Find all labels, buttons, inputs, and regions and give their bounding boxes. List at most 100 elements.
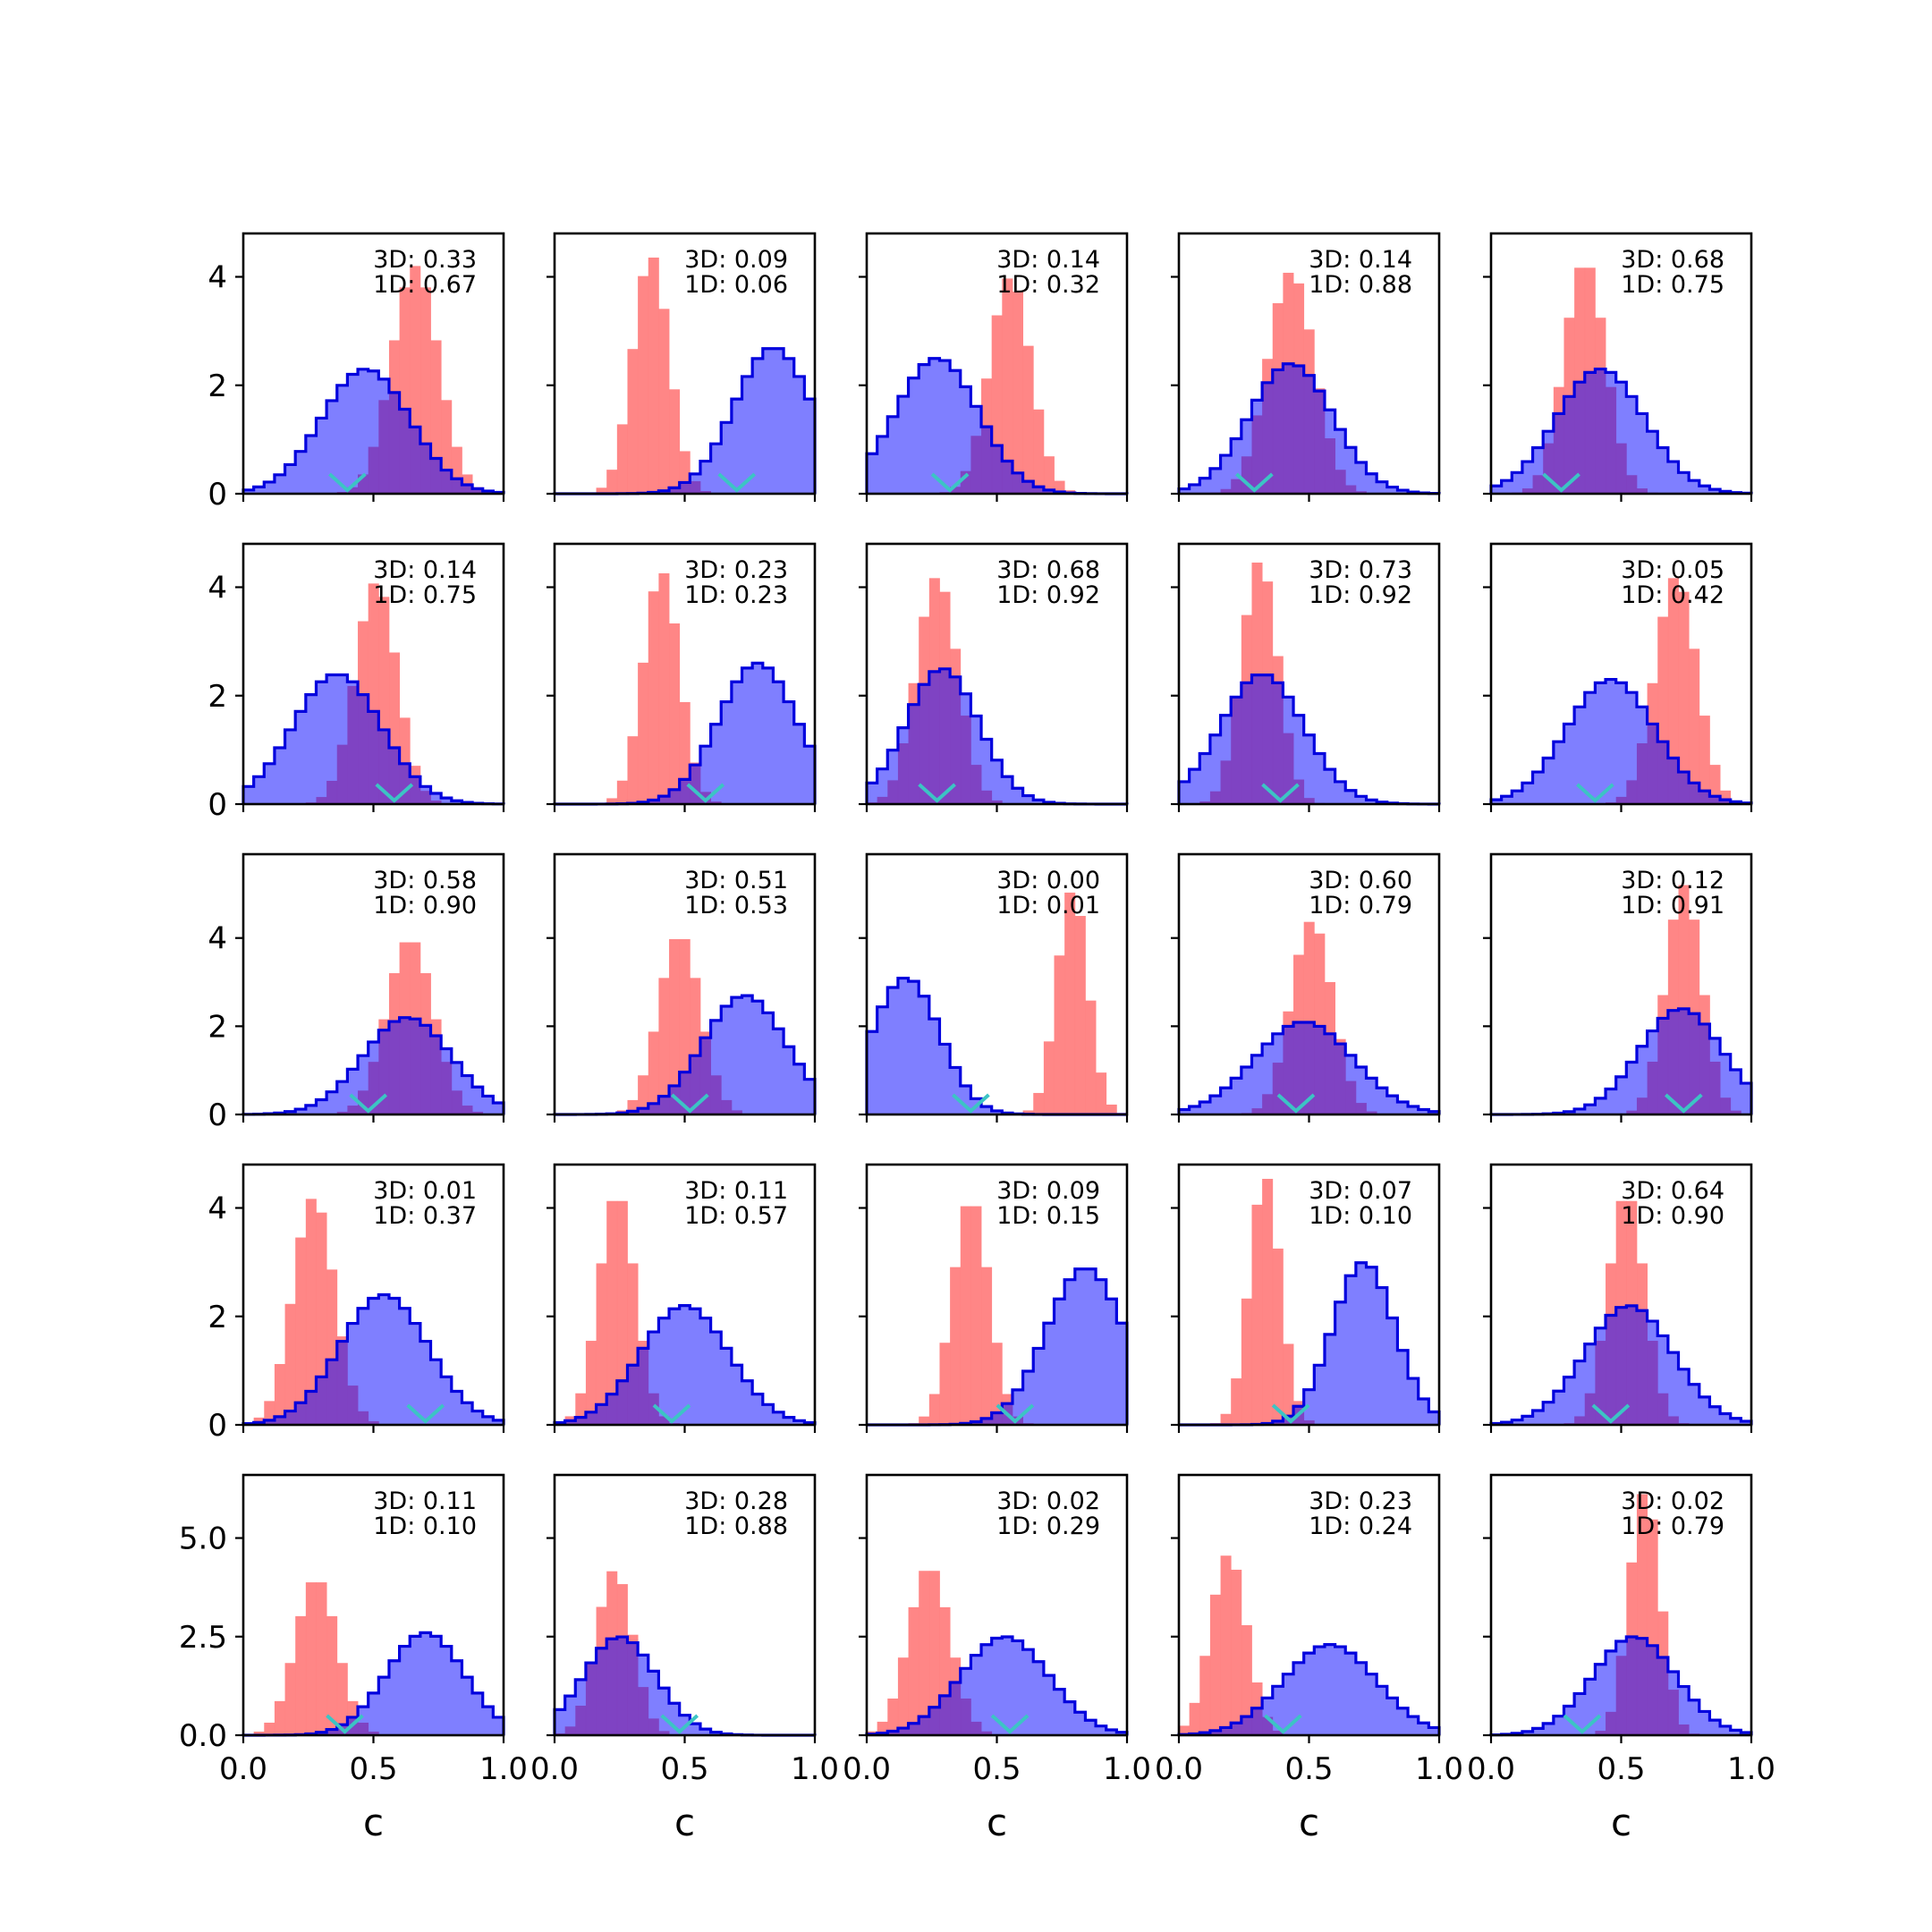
annotation-3d: 3D: 0.12 <box>1621 867 1724 894</box>
red-hist-bar <box>679 939 691 1114</box>
red-hist-bar <box>596 1263 607 1425</box>
blue-hist-fill <box>867 1268 1127 1425</box>
marker-v <box>328 472 367 493</box>
red-hist-bar <box>1096 1072 1107 1114</box>
red-hist-bar <box>316 1212 327 1425</box>
marker-v <box>349 1093 388 1114</box>
marker-v <box>652 1403 691 1424</box>
annotation-3d: 3D: 0.68 <box>996 556 1100 584</box>
blue-hist-outline <box>1489 1635 1753 1737</box>
annotation-3d: 3D: 0.14 <box>1309 246 1412 274</box>
x-tick-label: 1.0 <box>1415 1751 1463 1787</box>
blue-hist-outline <box>1177 1642 1441 1736</box>
x-axis-label: c <box>987 1801 1007 1844</box>
red-hist-bar <box>326 1615 338 1735</box>
annotation-1d: 1D: 0.37 <box>373 1202 477 1230</box>
red-hist-bar <box>939 1343 951 1425</box>
annotation-3d: 3D: 0.01 <box>373 1177 477 1205</box>
annotation-1d: 1D: 0.06 <box>684 271 788 299</box>
red-hist-bar <box>1709 765 1721 804</box>
annotation-1d: 1D: 0.42 <box>1621 581 1724 609</box>
marker-v <box>1542 472 1580 493</box>
marker-v <box>1665 1093 1703 1114</box>
red-hist-bar <box>596 487 607 494</box>
red-hist-bar <box>887 1698 899 1735</box>
marker-v <box>375 783 414 803</box>
red-hist-bar <box>1220 1413 1232 1425</box>
x-tick-label: 0.5 <box>1284 1751 1333 1787</box>
blue-hist-fill <box>867 1636 1127 1735</box>
x-axis-label: c <box>363 1801 384 1844</box>
annotation-1d: 1D: 0.10 <box>1309 1202 1412 1230</box>
red-hist-bar <box>1106 1104 1117 1114</box>
red-hist-bar <box>616 780 628 804</box>
x-tick-label: 1.0 <box>1103 1751 1151 1787</box>
red-hist-bar <box>897 1657 909 1735</box>
blue-hist-fill <box>1179 674 1439 804</box>
red-hist-bar <box>981 1267 993 1425</box>
red-hist-bar <box>638 662 649 804</box>
annotation-3d: 3D: 0.09 <box>684 246 788 274</box>
red-hist-bar <box>638 1075 649 1114</box>
marker-v <box>1576 783 1614 803</box>
blue-hist-fill <box>1491 1305 1751 1425</box>
x-axis-label: c <box>1611 1801 1631 1844</box>
annotation-3d: 3D: 0.11 <box>684 1177 788 1205</box>
annotation-1d: 1D: 0.24 <box>1309 1513 1412 1540</box>
annotation-1d: 1D: 0.32 <box>996 271 1100 299</box>
red-hist-bar <box>1283 1343 1294 1425</box>
marker-v <box>686 783 725 803</box>
blue-hist-outline <box>1489 677 1753 805</box>
marker-v <box>918 783 956 803</box>
red-hist-bar <box>1199 1656 1211 1735</box>
blue-hist-outline <box>1177 1021 1441 1114</box>
blue-hist-outline <box>242 1016 505 1116</box>
blue-hist-outline <box>865 1635 1129 1736</box>
x-axis-label: c <box>1299 1801 1319 1844</box>
blue-hist-outline <box>1489 1304 1753 1426</box>
marker-v <box>1235 472 1274 493</box>
red-hist-bar <box>1189 1702 1200 1735</box>
red-hist-bar <box>1043 456 1055 494</box>
marker-v <box>996 1403 1035 1424</box>
red-hist-bar <box>658 978 670 1114</box>
red-hist-bar <box>305 1199 317 1425</box>
blue-hist-fill <box>1491 1636 1751 1735</box>
blue-hist-fill <box>555 996 815 1114</box>
y-tick-label: 0 <box>208 477 227 513</box>
x-tick-label: 0.5 <box>660 1751 708 1787</box>
annotation-1d: 1D: 0.75 <box>1621 271 1724 299</box>
annotation-1d: 1D: 0.79 <box>1309 892 1412 919</box>
x-tick-label: 1.0 <box>791 1751 839 1787</box>
annotation-3d: 3D: 0.05 <box>1621 556 1724 584</box>
red-hist-bar <box>1054 955 1065 1114</box>
y-tick-label: 2 <box>208 679 227 715</box>
annotation-3d: 3D: 0.73 <box>1309 556 1412 584</box>
red-hist-bar <box>950 1267 962 1425</box>
red-hist-bar <box>264 1722 275 1735</box>
red-hist-bar <box>1022 1110 1034 1114</box>
red-hist-bar <box>1699 716 1710 804</box>
blue-hist-fill <box>867 978 1127 1114</box>
annotation-3d: 3D: 0.09 <box>996 1177 1100 1205</box>
red-hist-bar <box>606 470 618 494</box>
annotation-3d: 3D: 0.11 <box>373 1487 477 1515</box>
blue-hist-fill <box>1179 363 1439 494</box>
blue-hist-outline <box>242 368 505 495</box>
red-hist-bar <box>316 1582 327 1735</box>
red-hist-bar <box>960 1206 971 1425</box>
red-hist-bar <box>908 1606 919 1735</box>
annotation-3d: 3D: 0.14 <box>996 246 1100 274</box>
red-hist-bar <box>1262 1178 1274 1425</box>
annotation-3d: 3D: 0.28 <box>684 1487 788 1515</box>
marker-v <box>660 1714 699 1734</box>
marker-v <box>990 1714 1030 1734</box>
